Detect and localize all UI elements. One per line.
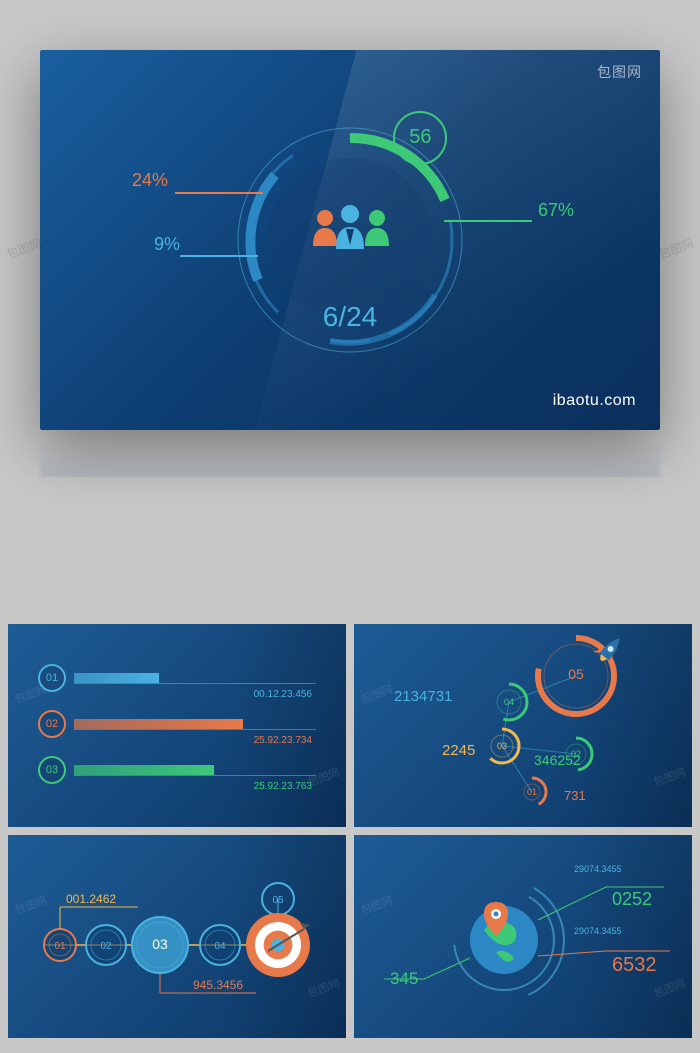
svg-text:03: 03 [152, 936, 168, 952]
watermark: 包图网 [656, 234, 696, 262]
bar-caption: 25.92.23.734 [254, 735, 312, 746]
callout-green-line [444, 220, 532, 222]
svg-text:6532: 6532 [612, 954, 657, 976]
panel-rocket-nodes: 包图网 包图网 0504030201 21347312245346252731 [354, 624, 692, 827]
brand-bottom-right: ibaotu.com [553, 392, 636, 410]
timeline-svg: 01 02 03 04 05 001.2462 945.3456 [8, 835, 346, 1038]
hero-container: 包图网 ibaotu.com 56 6/24 24% 9% 67% [40, 50, 660, 430]
bar-fill [74, 673, 159, 683]
callout-blue-line [180, 255, 258, 257]
bar-chart: 01 00.12.23.456 02 25.92.23.734 03 25.92… [8, 624, 346, 827]
svg-text:29074.3455: 29074.3455 [574, 864, 622, 874]
panel-bars: 包图网 包图网 01 00.12.23.456 02 25.92.23.734 … [8, 624, 346, 827]
svg-text:01: 01 [54, 941, 66, 952]
svg-text:02: 02 [100, 941, 112, 952]
svg-text:03: 03 [497, 741, 507, 751]
callout-green: 67% [538, 200, 574, 221]
svg-text:0252: 0252 [612, 889, 652, 909]
svg-text:04: 04 [214, 941, 226, 952]
bar-track: 25.92.23.763 [74, 765, 316, 775]
hero-reflection [40, 441, 660, 477]
hero-panel: 包图网 ibaotu.com 56 6/24 24% 9% 67% [40, 50, 660, 430]
bar-fill [74, 719, 243, 729]
bar-caption: 00.12.23.456 [254, 689, 312, 700]
bar-track: 25.92.23.734 [74, 719, 316, 729]
svg-text:04: 04 [504, 697, 514, 707]
badge-56: 56 [393, 111, 447, 165]
center-date: 6/24 [323, 301, 378, 333]
bar-row: 03 25.92.23.763 [38, 756, 316, 784]
svg-text:001.2462: 001.2462 [66, 892, 116, 906]
metric-value: 731 [564, 788, 586, 803]
callout-orange-line [175, 192, 263, 194]
bar-fill [74, 765, 214, 775]
bar-number: 01 [38, 664, 66, 692]
callout-orange: 24% [132, 170, 168, 191]
bar-row: 02 25.92.23.734 [38, 710, 316, 738]
svg-text:29074.3455: 29074.3455 [574, 926, 622, 936]
svg-text:945.3456: 945.3456 [193, 978, 243, 992]
globe-svg: 29074.3455 0252 29074.3455 6532 345 [354, 835, 692, 1038]
svg-text:05: 05 [568, 666, 584, 682]
panel-timeline-target: 包图网 包图网 0102030405001.2462945.3456 [8, 835, 346, 1038]
metric-value: 2245 [442, 742, 475, 759]
bar-track: 00.12.23.456 [74, 673, 316, 683]
brand-top-right: 包图网 [597, 62, 642, 82]
metric-value: 346252 [534, 752, 581, 768]
bar-caption: 25.92.23.763 [254, 781, 312, 792]
svg-text:01: 01 [527, 787, 537, 797]
svg-text:345: 345 [390, 969, 418, 988]
thumbnail-grid: 包图网 包图网 01 00.12.23.456 02 25.92.23.734 … [8, 624, 692, 1038]
callout-blue: 9% [154, 234, 180, 255]
metric-value: 2134731 [394, 688, 452, 705]
svg-text:05: 05 [272, 895, 284, 906]
bar-number: 02 [38, 710, 66, 738]
bar-number: 03 [38, 756, 66, 784]
panel-globe: 包图网 包图网 29074.3455025229074.34556532345 [354, 835, 692, 1038]
bar-row: 01 00.12.23.456 [38, 664, 316, 692]
watermark: 包图网 [4, 234, 44, 262]
nodes-svg: 0504030201 [354, 624, 692, 827]
